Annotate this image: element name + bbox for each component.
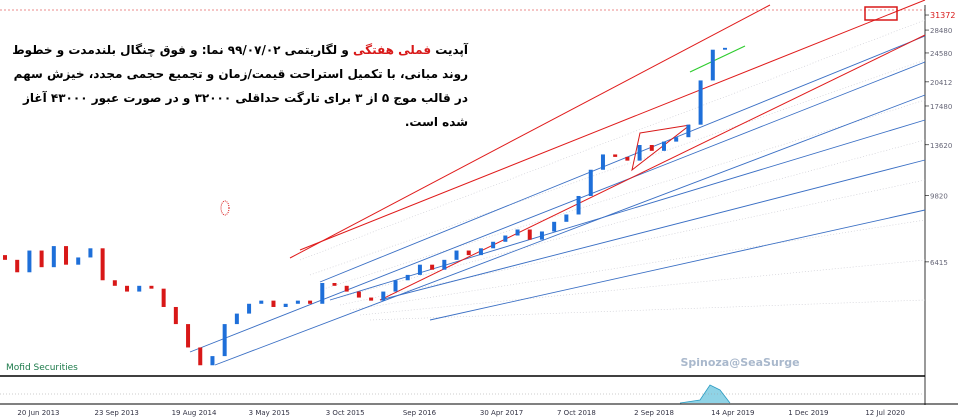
- candle: [527, 229, 532, 240]
- candle: [295, 300, 300, 304]
- candle: [308, 300, 313, 304]
- x-tick-label: 19 Aug 2014: [172, 409, 217, 417]
- annotation-text: و لگاریتمی ۹۹/۰۷/۰۲ نما: و فوق چنگال بلن…: [12, 43, 468, 129]
- candle: [723, 47, 727, 50]
- watermark: Spinoza@SeaSurge: [680, 356, 799, 369]
- candle: [552, 221, 557, 232]
- candle: [600, 154, 605, 170]
- green-trendline: [689, 45, 746, 73]
- candle: [51, 246, 56, 268]
- candle: [564, 214, 569, 222]
- fan-lines: [299, 19, 926, 321]
- last-price-box: [864, 6, 898, 21]
- x-tick-label: 20 Jun 2013: [17, 409, 59, 417]
- candle: [320, 283, 325, 304]
- candle: [405, 274, 410, 281]
- x-tick-label: 23 Sep 2013: [95, 409, 139, 417]
- candle: [15, 259, 20, 273]
- candle: [112, 280, 117, 286]
- candle: [137, 285, 142, 292]
- candle: [247, 303, 252, 314]
- candle: [39, 250, 44, 268]
- x-tick-label: 7 Oct 2018: [557, 409, 596, 417]
- circle-marker: [220, 200, 230, 216]
- candle: [283, 303, 288, 307]
- candle: [710, 49, 715, 81]
- candle: [100, 248, 105, 281]
- candle: [503, 235, 508, 242]
- source: Mofid Securities: [6, 363, 78, 373]
- candle: [27, 250, 32, 273]
- candle: [186, 324, 191, 348]
- candle: [259, 300, 264, 304]
- y-tick-label: 17480: [930, 103, 952, 111]
- candle: [356, 291, 361, 298]
- candle: [271, 300, 276, 307]
- y-tick-label: 6415: [930, 259, 948, 267]
- candle: [430, 264, 435, 270]
- x-tick-label: 30 Apr 2017: [480, 409, 523, 417]
- x-tick-label: 2 Sep 2018: [634, 409, 674, 417]
- candle: [686, 124, 691, 138]
- y-tick-label: 24580: [930, 50, 952, 58]
- candle: [198, 347, 203, 366]
- annotation: آپدیت فملی هفتگی و لگاریتمی ۹۹/۰۷/۰۲ نما…: [8, 38, 468, 134]
- x-tick-label: 3 May 2015: [249, 409, 290, 417]
- candle: [625, 156, 630, 161]
- y-tick-label: 9820: [930, 193, 948, 201]
- x-tick-label: Sep 2016: [403, 409, 437, 417]
- triangle-pattern: [631, 124, 691, 172]
- y-tick-label: 13620: [930, 142, 952, 150]
- candle: [442, 259, 447, 270]
- candle: [698, 80, 703, 125]
- candle: [332, 283, 337, 286]
- candle: [149, 285, 154, 289]
- candle: [76, 257, 81, 265]
- candle: [125, 285, 130, 292]
- candle: [661, 141, 666, 151]
- candle: [637, 145, 642, 161]
- candle: [515, 229, 520, 236]
- candle: [576, 195, 581, 215]
- x-tick-label: 1 Dec 2019: [788, 409, 828, 417]
- candle: [222, 324, 227, 357]
- candle: [381, 291, 386, 301]
- candle: [344, 285, 349, 292]
- channel-lines: [189, 35, 926, 366]
- candle: [674, 137, 679, 142]
- x-tick-label: 14 Apr 2019: [711, 409, 754, 417]
- candle: [234, 313, 239, 325]
- candle: [173, 306, 178, 325]
- y-tick-label: 28480: [930, 27, 952, 35]
- candle: [491, 241, 496, 249]
- candle: [613, 154, 618, 157]
- candle: [539, 231, 544, 240]
- y-tick-label: 20412: [930, 79, 952, 87]
- candle: [466, 250, 471, 256]
- candle: [454, 250, 459, 260]
- candle: [64, 246, 69, 265]
- title: آپدیت: [431, 43, 468, 57]
- red-channel: [289, 0, 926, 301]
- candle: [161, 288, 166, 307]
- candle: [649, 145, 654, 151]
- candle: [417, 264, 422, 275]
- candle: [3, 255, 7, 260]
- candle: [88, 248, 93, 258]
- candle: [588, 169, 593, 196]
- x-tick-label: 3 Oct 2015: [326, 409, 365, 417]
- title-highlight: فملی هفتگی: [352, 43, 432, 57]
- x-tick-label: 12 Jul 2020: [865, 409, 905, 417]
- candle: [478, 248, 483, 256]
- candle: [210, 356, 215, 366]
- candle: [393, 280, 398, 292]
- candle: [369, 297, 374, 301]
- y-tick-label: 31372: [930, 11, 955, 20]
